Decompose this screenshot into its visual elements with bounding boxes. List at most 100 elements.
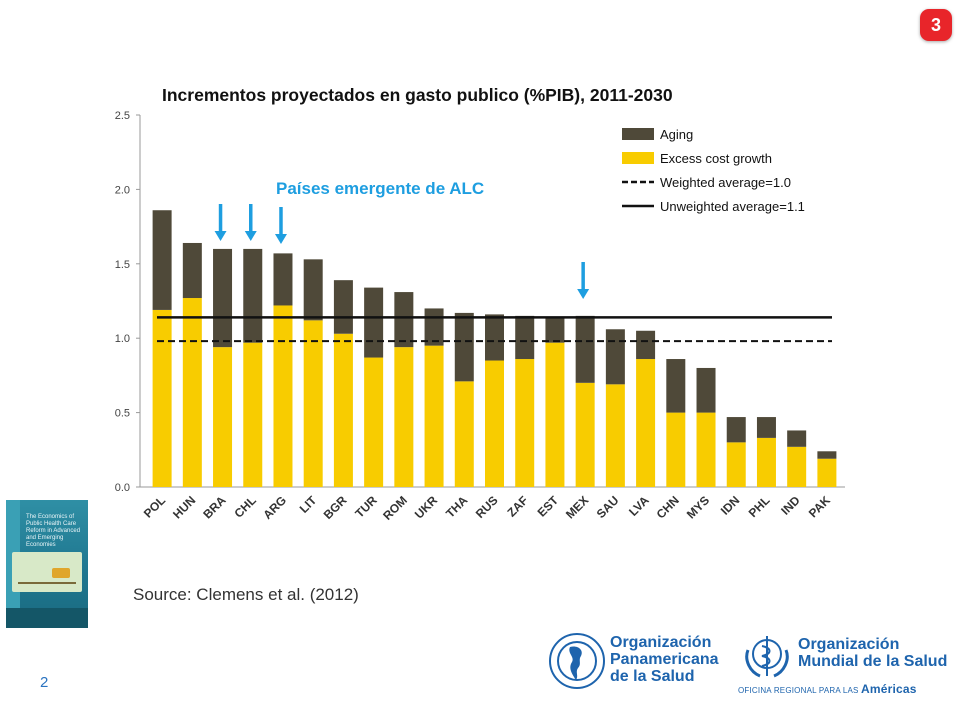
- x-tick-label-sau: SAU: [594, 493, 622, 521]
- bar-excess-cost-growth-mex: [575, 382, 595, 487]
- who-logo: Organización Mundial de la Salud OFICINA…: [738, 630, 953, 700]
- bar-excess-cost-growth-rom: [394, 347, 414, 487]
- page-number: 2: [40, 674, 49, 691]
- bar-excess-cost-growth-mys: [696, 412, 716, 487]
- x-tick-label-bgr: BGR: [321, 493, 350, 522]
- x-tick-label-pak: PAK: [806, 493, 833, 520]
- bar-excess-cost-growth-lva: [636, 359, 656, 487]
- x-tick-label-pol: POL: [141, 493, 168, 520]
- bar-excess-cost-growth-rus: [485, 360, 504, 487]
- bar-aging-pak: [817, 451, 837, 459]
- x-tick-label-mex: MEX: [563, 493, 591, 521]
- book-cover-image: The Economics of Public Health Care Refo…: [6, 500, 88, 628]
- who-emblem-icon: [745, 636, 789, 678]
- paho-name: Organización Panamericana de la Salud: [610, 634, 719, 685]
- bar-aging-tha: [454, 312, 474, 382]
- bar-excess-cost-growth-phl: [756, 437, 776, 487]
- bar-aging-ukr: [424, 308, 444, 346]
- x-tick-label-arg: ARG: [260, 493, 289, 522]
- legend-label: Excess cost growth: [660, 151, 772, 166]
- legend-swatch: [622, 152, 654, 164]
- highlight-arrow-head-chl: [244, 231, 257, 241]
- bar-excess-cost-growth-zaf: [515, 359, 535, 487]
- bar-excess-cost-growth-arg: [273, 305, 293, 487]
- x-tick-label-tha: THA: [443, 493, 471, 521]
- bar-aging-bgr: [333, 280, 353, 334]
- bar-aging-chn: [666, 359, 686, 413]
- x-tick-label-idn: IDN: [718, 493, 743, 518]
- book-title: The Economics of Public Health Care Refo…: [26, 514, 81, 548]
- bar-aging-zaf: [515, 315, 535, 360]
- y-tick-label: 2.5: [115, 110, 130, 122]
- bar-excess-cost-growth-pol: [152, 309, 172, 487]
- x-tick-label-mys: MYS: [684, 493, 712, 521]
- y-tick-label: 2.0: [115, 184, 130, 196]
- bar-aging-chl: [243, 248, 263, 343]
- bar-excess-cost-growth-est: [545, 342, 565, 487]
- y-tick-label: 1.0: [115, 333, 130, 345]
- x-tick-label-rom: ROM: [380, 493, 410, 523]
- chart-title: Incrementos proyectados en gasto publico…: [162, 85, 673, 105]
- bar-excess-cost-growth-pak: [817, 458, 837, 487]
- x-tick-label-rus: RUS: [473, 493, 501, 521]
- legend-swatch: [622, 128, 654, 140]
- who-name: Organización Mundial de la Salud: [798, 636, 948, 670]
- chart-annotation: Países emergente de ALC: [276, 179, 484, 198]
- bar-aging-sau: [605, 329, 625, 385]
- bar-aging-mex: [575, 315, 595, 383]
- bar-excess-cost-growth-bra: [213, 347, 233, 487]
- bar-aging-lva: [636, 330, 656, 360]
- legend-label: Unweighted average=1.1: [660, 199, 805, 214]
- y-tick-label: 0.0: [115, 482, 130, 494]
- who-regional-office: OFICINA REGIONAL PARA LAS Américas: [738, 682, 917, 696]
- bar-aging-hun: [182, 242, 202, 299]
- x-tick-label-zaf: ZAF: [504, 493, 530, 519]
- x-tick-label-hun: HUN: [170, 493, 198, 521]
- book-bottom-stripe: [6, 608, 88, 628]
- x-tick-label-lit: LIT: [297, 493, 320, 516]
- bar-excess-cost-growth-sau: [605, 384, 625, 487]
- bar-aging-mys: [696, 367, 716, 413]
- bar-aging-rus: [485, 314, 504, 361]
- bar-excess-cost-growth-bgr: [333, 333, 353, 487]
- bar-aging-est: [545, 317, 565, 343]
- book-scale-illustration: [12, 552, 82, 592]
- highlight-arrow-head-arg: [274, 234, 287, 244]
- highlight-arrow-head-bra: [214, 231, 227, 241]
- paho-globe-emblem: [549, 633, 605, 689]
- bar-excess-cost-growth-lit: [303, 320, 323, 487]
- x-tick-label-bra: BRA: [200, 493, 229, 522]
- bar-aging-idn: [726, 417, 746, 443]
- x-tick-label-tur: TUR: [352, 493, 380, 521]
- x-tick-label-lva: LVA: [626, 493, 652, 519]
- x-tick-label-phl: PHL: [746, 493, 773, 520]
- bar-excess-cost-growth-tur: [364, 357, 384, 487]
- highlight-arrow-head-mex: [577, 289, 590, 299]
- bar-aging-arg: [273, 253, 293, 306]
- x-tick-label-chl: CHL: [232, 493, 259, 520]
- bar-aging-tur: [364, 287, 384, 358]
- bar-aging-phl: [756, 417, 776, 438]
- bar-excess-cost-growth-chl: [243, 342, 263, 487]
- bar-excess-cost-growth-hun: [182, 298, 202, 487]
- bar-excess-cost-growth-chn: [666, 412, 686, 487]
- paho-logo: Organización Panamericana de la Salud: [548, 630, 728, 700]
- bar-aging-ind: [787, 430, 807, 447]
- x-tick-label-ukr: UKR: [412, 493, 441, 522]
- bar-aging-rom: [394, 292, 414, 348]
- legend-label: Aging: [660, 127, 693, 142]
- x-tick-label-est: EST: [535, 493, 562, 520]
- legend-label: Weighted average=1.0: [660, 175, 791, 190]
- y-tick-label: 1.5: [115, 259, 130, 271]
- bar-excess-cost-growth-tha: [454, 381, 474, 487]
- stacked-bar-chart: 0.0 0.5 1.0 1.5 2.0 2.5 POL HUN BRA CHL ARG LIT BGR…: [115, 110, 845, 523]
- bar-aging-pol: [152, 210, 172, 310]
- bar-excess-cost-growth-ukr: [424, 345, 444, 487]
- y-tick-label: 0.5: [115, 408, 130, 420]
- bar-excess-cost-growth-idn: [726, 442, 746, 487]
- bar-aging-lit: [303, 259, 323, 321]
- slide-number-badge: 3: [920, 9, 952, 41]
- source-citation: Source: Clemens et al. (2012): [133, 585, 359, 604]
- x-tick-label-chn: CHN: [654, 493, 682, 521]
- bar-excess-cost-growth-ind: [787, 446, 807, 487]
